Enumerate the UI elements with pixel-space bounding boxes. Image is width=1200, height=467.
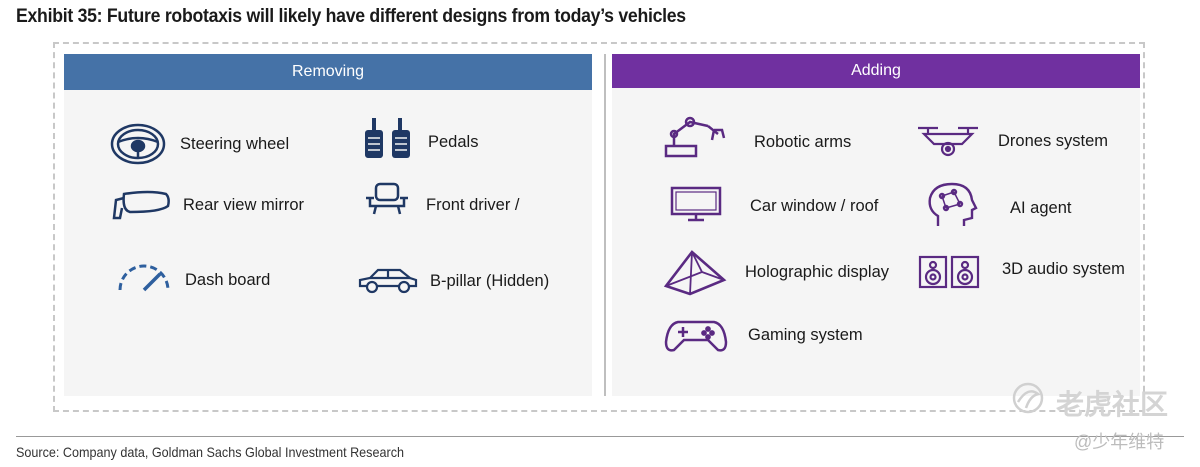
- source-note: Source: Company data, Goldman Sachs Glob…: [16, 444, 404, 460]
- adding-item-drones-system: Drones system: [998, 132, 1109, 150]
- car-side-icon: [356, 266, 420, 294]
- source-rule: [16, 436, 1184, 437]
- removing-item-steering-wheel: Steering wheel: [180, 135, 290, 153]
- speakers-icon: [918, 255, 980, 289]
- removing-item-rear-view-mirror: Rear view mirror: [183, 196, 305, 214]
- watermark-author: @少年维特: [1074, 432, 1165, 452]
- adding-item-car-window-roof: Car window / roof: [750, 197, 879, 215]
- pyramid-icon: [662, 250, 728, 296]
- panel-divider: [604, 54, 606, 396]
- adding-item-holographic-display: Holographic display: [745, 263, 889, 281]
- adding-item-ai-agent: AI agent: [1010, 199, 1072, 217]
- adding-item-3d-audio-system: 3D audio system: [1002, 260, 1125, 278]
- adding-header: Adding: [612, 54, 1140, 88]
- dashed-frame: [53, 42, 1145, 412]
- tiger-logo-icon: [1010, 382, 1046, 414]
- removing-panel: Removing: [64, 54, 592, 396]
- adding-item-robotic-arms: Robotic arms: [754, 133, 852, 151]
- watermark-brand: 老虎社区: [1056, 389, 1169, 420]
- drone-icon: [916, 124, 980, 158]
- removing-item-dash-board: Dash board: [185, 271, 271, 289]
- dashboard-gauge-icon: [116, 262, 172, 292]
- adding-item-gaming-system: Gaming system: [748, 326, 863, 344]
- rear-view-mirror-icon: [110, 188, 172, 222]
- removing-item-b-pillar: B-pillar (Hidden): [430, 272, 550, 290]
- removing-item-front-driver: Front driver /: [426, 196, 520, 214]
- driver-seat-icon: [362, 182, 412, 216]
- removing-header: Removing: [64, 54, 592, 90]
- gamepad-icon: [664, 318, 728, 354]
- pedals-icon: [362, 118, 414, 160]
- steering-wheel-icon: [110, 122, 166, 166]
- monitor-icon: [670, 186, 722, 222]
- robotic-arm-icon: [662, 116, 728, 158]
- ai-head-icon: [926, 182, 980, 230]
- exhibit-title: Exhibit 35: Future robotaxis will likely…: [16, 6, 686, 27]
- removing-item-pedals: Pedals: [428, 133, 479, 151]
